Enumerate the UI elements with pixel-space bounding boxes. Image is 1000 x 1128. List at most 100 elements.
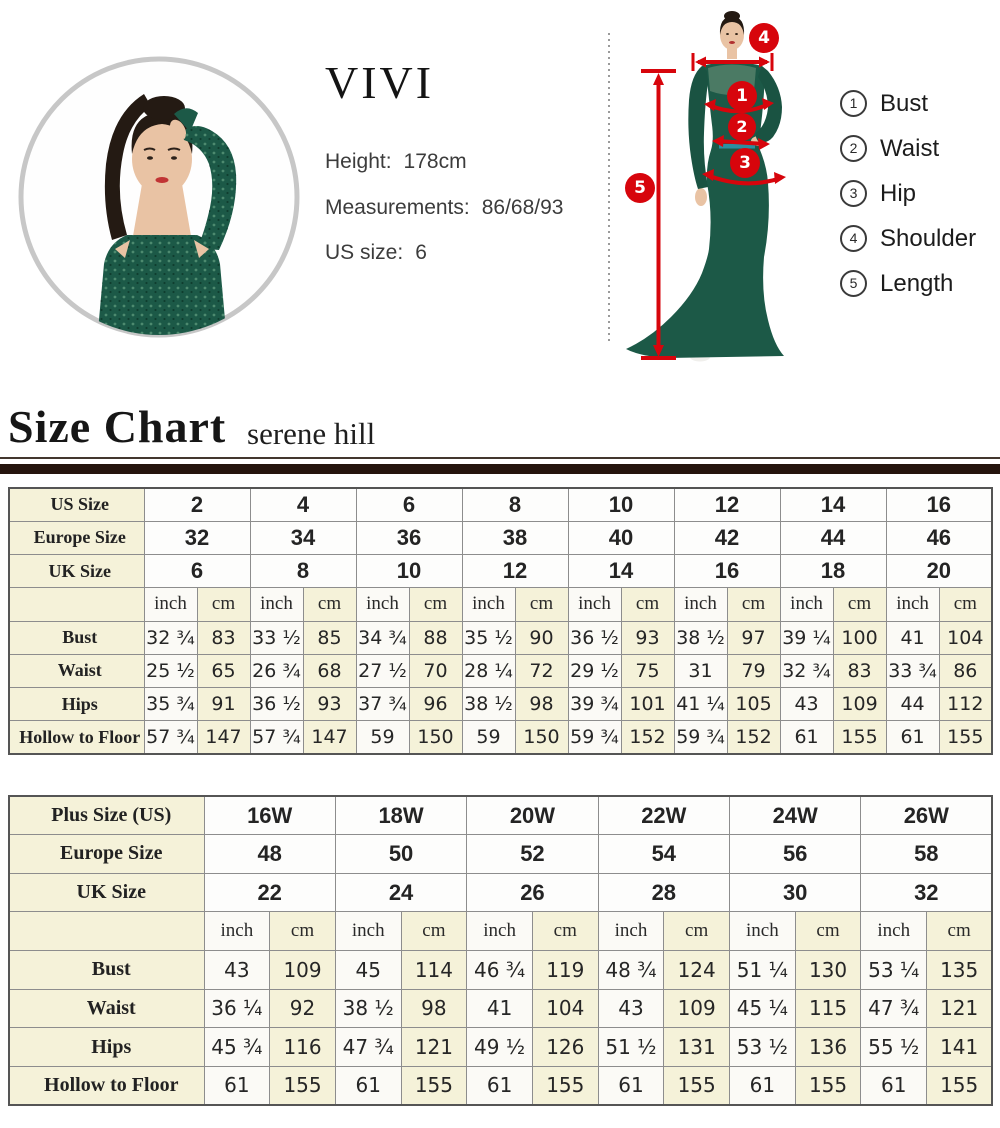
table-row: inch cm inch cm inch cm inch cm inch cm …	[8, 587, 993, 622]
size-value: 10	[355, 553, 463, 589]
legend-item-hip: 3 Hip	[840, 180, 976, 207]
table-row: Hips 35 ¾ 91 36 ½ 93 37 ¾ 96 38 ½ 98 39 …	[8, 686, 993, 722]
row-label-europe-size: Europe Size	[8, 834, 205, 874]
table-row: Europe Size 48 50 52 54 56 58	[8, 834, 993, 874]
row-label-empty	[8, 911, 205, 951]
measure-inch-value: 43	[203, 950, 271, 990]
size-value: 18	[779, 553, 887, 589]
legend-label: Hip	[880, 179, 917, 207]
table-row: Hollow to Floor 57 ¾ 147 57 ¾ 147 59 150…	[8, 720, 993, 755]
size-value: 8	[461, 487, 569, 522]
measure-cm-value: 155	[794, 1065, 862, 1106]
size-value: 2	[143, 487, 251, 522]
measure-cm-value: 155	[832, 720, 887, 755]
size-value: 38	[461, 520, 569, 556]
measure-inch-value: 32 ¾	[779, 653, 834, 689]
measure-cm-value: 70	[408, 653, 463, 689]
size-value: 16	[673, 553, 781, 589]
measure-inch-value: 35 ¾	[143, 686, 198, 722]
measure-inch-value: 59 ¾	[567, 720, 622, 755]
measure-cm-value: 79	[726, 653, 781, 689]
measure-cm-value: 147	[302, 720, 357, 755]
measure-inch-value: 45	[334, 950, 402, 990]
size-value: 20W	[466, 795, 599, 836]
diagram-marker-bust: 1	[727, 81, 757, 111]
measure-inch-value: 35 ½	[461, 620, 516, 655]
measure-cm-value: 109	[663, 988, 730, 1029]
measure-inch-value: 38 ½	[673, 620, 728, 655]
table-row: Plus Size (US) 16W 18W 20W 22W 24W 26W	[8, 795, 993, 836]
measure-cm-value: 75	[620, 653, 675, 689]
size-value: 22W	[597, 795, 731, 836]
measure-cm-value: 114	[400, 950, 468, 990]
measure-inch-value: 32 ¾	[143, 620, 198, 655]
legend-item-length: 5 Length	[840, 270, 976, 297]
legend-item-bust: 1 Bust	[840, 90, 976, 117]
measure-inch-value: 61	[203, 1065, 271, 1106]
measure-cm-value: 155	[531, 1065, 599, 1106]
table-row: US Size 2 4 6 8 10 12 14 16	[8, 487, 993, 522]
measure-inch-value: 45 ¾	[203, 1027, 271, 1067]
legend-label: Shoulder	[880, 224, 977, 252]
measure-inch-value: 39 ¾	[567, 686, 622, 722]
size-value: 18W	[334, 795, 468, 836]
row-label-empty	[8, 587, 145, 622]
measure-cm-value: 124	[663, 950, 730, 990]
row-label-hips: Hips	[8, 686, 145, 722]
size-value: 30	[728, 872, 862, 913]
measure-cm-value: 104	[531, 988, 599, 1029]
measurement-legend: 1 Bust 2 Waist 3 Hip 4 Shoulder 5 Length	[840, 90, 976, 315]
measure-inch-value: 47 ¾	[860, 988, 928, 1029]
unit-header-cm: cm	[794, 911, 862, 951]
row-label-bust: Bust	[8, 620, 145, 655]
unit-header-inch: inch	[143, 587, 198, 622]
measure-cm-value: 147	[196, 720, 251, 755]
measure-cm-value: 155	[926, 1065, 993, 1106]
table-row: UK Size 22 24 26 28 30 32	[8, 872, 993, 913]
measure-inch-value: 48 ¾	[597, 950, 665, 990]
row-label-waist: Waist	[8, 653, 145, 689]
size-value: 22	[203, 872, 336, 913]
measure-cm-value: 93	[620, 620, 675, 655]
measurements-value: 86/68/93	[481, 196, 564, 219]
unit-header-cm: cm	[531, 911, 599, 951]
measure-cm-value: 112	[938, 686, 993, 722]
table-row: Bust 32 ¾ 83 33 ½ 85 34 ¾ 88 35 ½ 90 36 …	[8, 620, 993, 655]
measure-cm-value: 152	[620, 720, 675, 755]
table-row: Waist 25 ½ 65 26 ¾ 68 27 ½ 70 28 ¼ 72 29…	[8, 653, 993, 689]
measure-cm-value: 98	[400, 988, 468, 1029]
measure-inch-value: 61	[885, 720, 940, 755]
measure-cm-value: 65	[196, 653, 251, 689]
title-rule-thick	[0, 464, 1000, 474]
size-value: 56	[728, 834, 862, 874]
unit-header-inch: inch	[355, 587, 410, 622]
measure-cm-value: 152	[726, 720, 781, 755]
row-label-hollow-to-floor: Hollow to Floor	[8, 720, 145, 755]
measure-cm-value: 150	[408, 720, 463, 755]
measurements-row: Measurements: 86/68/93	[325, 196, 563, 220]
measure-inch-value: 39 ¼	[779, 620, 834, 655]
measure-cm-value: 105	[726, 686, 781, 722]
model-photo	[14, 52, 304, 342]
unit-header-cm: cm	[938, 587, 993, 622]
measure-inch-value: 51 ¼	[729, 950, 796, 990]
row-label-hollow-to-floor: Hollow to Floor	[8, 1065, 205, 1106]
measure-cm-value: 83	[832, 653, 887, 689]
us-size-label: US size:	[325, 241, 404, 264]
row-label-waist: Waist	[8, 988, 205, 1029]
row-label-uk-size: UK Size	[8, 553, 145, 589]
size-value: 36	[355, 520, 463, 556]
measure-inch-value: 55 ½	[860, 1027, 928, 1067]
measure-inch-value: 61	[466, 1065, 533, 1106]
row-label-plus-size-us: Plus Size (US)	[8, 795, 205, 836]
size-value: 24W	[728, 795, 862, 836]
legend-label: Bust	[880, 89, 929, 117]
measure-inch-value: 59	[355, 720, 410, 755]
legend-label: Waist	[880, 134, 940, 162]
measure-inch-value: 49 ½	[466, 1027, 533, 1067]
size-value: 26W	[860, 795, 993, 836]
measure-inch-value: 61	[597, 1065, 665, 1106]
size-value: 16W	[203, 795, 336, 836]
measure-cm-value: 86	[938, 653, 993, 689]
